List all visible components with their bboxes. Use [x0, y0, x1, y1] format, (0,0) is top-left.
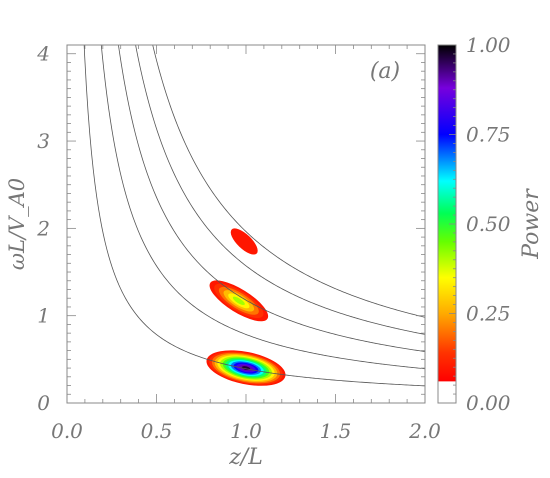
- colorbar-label: Power: [519, 188, 544, 260]
- colorbar-ticks: 0.00 0.25 0.50 0.75 1.00: [449, 33, 511, 415]
- colorbar-tick-label: 0.25: [466, 302, 511, 326]
- plot-frame: [66, 44, 426, 404]
- axis-ticks: 0.0 0.5 1.0 1.5 2.0 0 1 2 3 4: [36, 42, 441, 443]
- y-tick-label: 0: [37, 391, 50, 415]
- y-tick-label: 2: [36, 216, 50, 240]
- dispersion-curve-3: [118, 45, 425, 352]
- colorbar-tick-label: 1.00: [466, 33, 511, 57]
- x-tick-label: 0.5: [141, 419, 173, 443]
- x-tick-label: 1.0: [230, 419, 262, 443]
- power-blob-2: [209, 280, 269, 322]
- y-tick-label: 4: [36, 42, 50, 66]
- x-axis-label: z/L: [228, 445, 263, 470]
- x-tick-label: 2.0: [408, 419, 441, 443]
- power-blobs: [206, 228, 286, 386]
- colorbar-tick-label: 0.50: [466, 212, 511, 236]
- dispersion-curve-4: [135, 45, 425, 335]
- dispersion-curves: [83, 45, 425, 387]
- power-contour: [232, 296, 245, 306]
- power-blob-1: [206, 350, 286, 386]
- y-axis-label: ωL/V_A0: [5, 178, 29, 270]
- dispersion-curve-5: [152, 45, 425, 318]
- power-blob-3: [230, 228, 258, 255]
- x-tick-label: 1.5: [320, 419, 352, 443]
- panel-label: (a): [370, 59, 400, 84]
- dispersion-curve-1: [83, 45, 425, 387]
- colorbar-tick-label: 0.75: [466, 123, 511, 147]
- x-tick-label: 0.0: [51, 419, 83, 443]
- y-tick-label: 3: [37, 129, 50, 153]
- colorbar-tick-label: 0.00: [466, 391, 511, 415]
- dispersion-curve-2: [100, 45, 425, 370]
- y-tick-label: 1: [37, 304, 50, 328]
- power-contour: [230, 228, 258, 255]
